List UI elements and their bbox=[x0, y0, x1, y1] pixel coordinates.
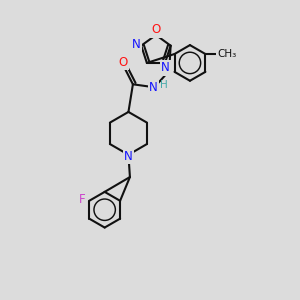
Text: N: N bbox=[132, 38, 141, 51]
Text: N: N bbox=[161, 61, 170, 74]
Text: CH₃: CH₃ bbox=[218, 49, 237, 59]
Text: N: N bbox=[124, 150, 133, 163]
Text: N: N bbox=[149, 81, 158, 94]
Text: O: O bbox=[151, 23, 160, 36]
Text: O: O bbox=[118, 56, 128, 69]
Text: H: H bbox=[160, 80, 168, 90]
Text: F: F bbox=[80, 193, 86, 206]
